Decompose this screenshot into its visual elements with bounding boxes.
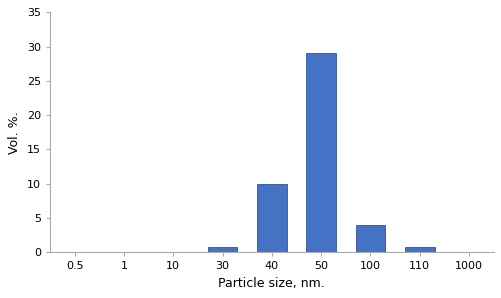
Bar — [207, 247, 237, 252]
Bar — [355, 225, 384, 252]
Bar — [306, 53, 335, 252]
Bar — [257, 184, 286, 252]
X-axis label: Particle size, nm.: Particle size, nm. — [218, 277, 325, 290]
Bar — [404, 247, 434, 252]
Y-axis label: Vol. %.: Vol. %. — [9, 111, 21, 153]
